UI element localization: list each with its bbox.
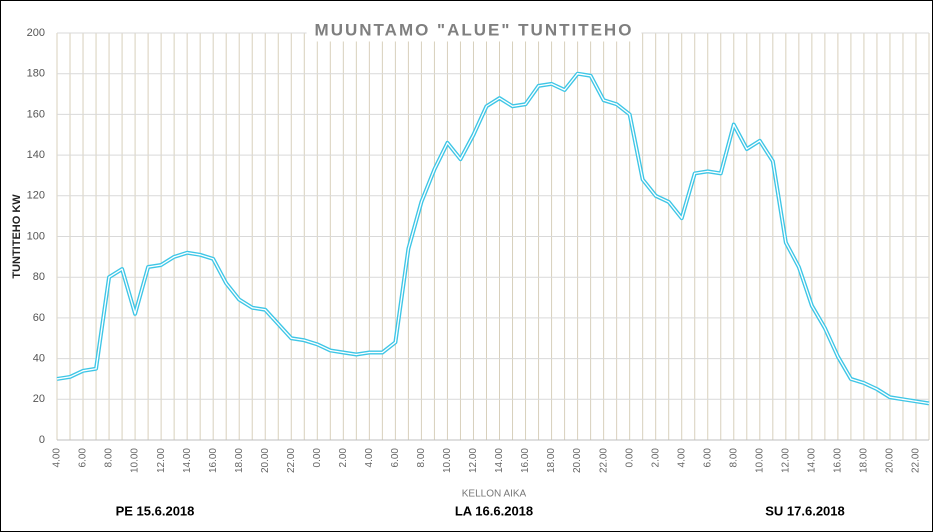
y-tick-label: 140	[27, 149, 45, 161]
x-tick-label: 6.00	[78, 448, 89, 468]
y-axis-title: TUNTITEHO KW	[11, 194, 23, 279]
x-tick-label: 2.00	[650, 448, 661, 468]
y-tick-label: 20	[33, 393, 45, 405]
y-tick-label: 0	[39, 434, 45, 446]
x-tick-label: 10.00	[130, 448, 141, 473]
x-tick-label: 14.00	[494, 448, 505, 473]
x-tick-label: 18.00	[859, 448, 870, 473]
x-tick-label: 20.00	[260, 448, 271, 473]
x-tick-label: 8.00	[728, 448, 739, 468]
x-tick-label: 8.00	[104, 448, 115, 468]
x-tick-label: 22.00	[286, 448, 297, 473]
day-label: SU 17.6.2018	[765, 503, 845, 518]
x-tick-label: 8.00	[416, 448, 427, 468]
x-tick-label: 14.00	[807, 448, 818, 473]
x-tick-label: 22.00	[911, 448, 922, 473]
x-tick-label: 0.00	[624, 448, 635, 468]
x-tick-label: 6.00	[390, 448, 401, 468]
title-background	[306, 18, 642, 42]
x-tick-label: 20.00	[885, 448, 896, 473]
y-tick-label: 180	[27, 68, 45, 80]
y-tick-label: 80	[33, 271, 45, 283]
x-tick-label: 20.00	[572, 448, 583, 473]
x-tick-label: 0.00	[312, 448, 323, 468]
x-tick-label: 6.00	[702, 448, 713, 468]
x-tick-label: 10.00	[754, 448, 765, 473]
x-tick-label: 12.00	[780, 448, 791, 473]
day-label: PE 15.6.2018	[116, 503, 195, 518]
x-axis-title: KELLON AIKA	[462, 489, 527, 500]
day-label: LA 16.6.2018	[455, 503, 533, 518]
data-line-highlight	[56, 73, 930, 405]
x-tick-label: 4.00	[364, 448, 375, 468]
y-tick-label: 120	[27, 190, 45, 202]
x-tick-label: 18.00	[546, 448, 557, 473]
y-tick-label: 60	[33, 312, 45, 324]
x-tick-label: 10.00	[442, 448, 453, 473]
y-tick-label: 40	[33, 353, 45, 365]
x-tick-label: 18.00	[234, 448, 245, 473]
x-tick-label: 16.00	[520, 448, 531, 473]
x-tick-label: 2.00	[338, 448, 349, 468]
x-tick-label: 4.00	[676, 448, 687, 468]
x-tick-label: 16.00	[833, 448, 844, 473]
x-tick-label: 22.00	[598, 448, 609, 473]
chart-title: MUUNTAMO "ALUE" TUNTITEHO	[315, 20, 634, 39]
y-tick-label: 160	[27, 108, 45, 120]
x-tick-label: 12.00	[468, 448, 479, 473]
x-tick-label: 4.00	[52, 448, 63, 468]
x-tick-label: 12.00	[156, 448, 167, 473]
y-tick-label: 200	[27, 27, 45, 39]
x-tick-label: 16.00	[208, 448, 219, 473]
x-tick-label: 14.00	[182, 448, 193, 473]
y-tick-label: 100	[27, 230, 45, 242]
